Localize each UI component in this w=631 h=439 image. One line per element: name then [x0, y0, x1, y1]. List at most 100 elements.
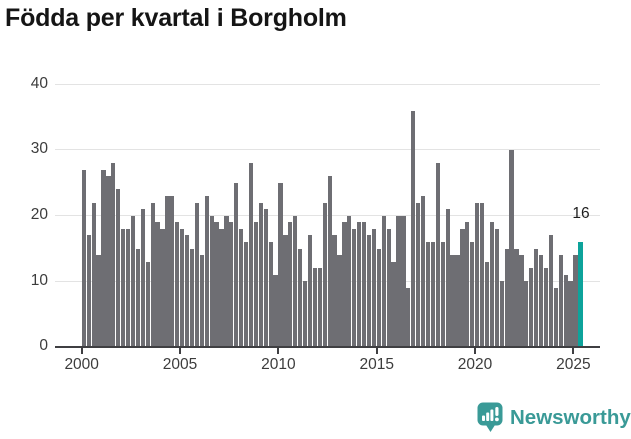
bar [145, 261, 150, 347]
bar [155, 222, 160, 347]
x-tick-label: 2000 [64, 356, 99, 373]
gridline [55, 280, 600, 282]
bar [524, 281, 529, 347]
x-tick-label: 2015 [359, 356, 394, 373]
y-tick-label: 40 [30, 74, 48, 92]
bar [140, 209, 145, 347]
bar [509, 150, 514, 347]
newsworthy-logo[interactable]: Newsworthy [477, 402, 631, 433]
y-tick-label: 20 [30, 205, 48, 223]
bar [332, 235, 337, 347]
bar [288, 222, 293, 347]
bar [130, 215, 136, 347]
gridline [55, 83, 600, 85]
bar [465, 222, 470, 347]
bar [307, 235, 313, 347]
bar [214, 222, 219, 347]
gridline [55, 214, 600, 216]
bar [558, 255, 563, 347]
bar [204, 196, 209, 347]
bar [312, 268, 318, 347]
bar [519, 255, 524, 347]
bar [504, 248, 509, 347]
bar [258, 202, 263, 347]
bar [293, 215, 298, 347]
bar [376, 248, 381, 347]
bar [337, 255, 342, 347]
bar [357, 222, 362, 347]
bar [253, 222, 259, 347]
bar [489, 222, 495, 347]
bar [317, 268, 322, 347]
bar [371, 228, 377, 347]
y-tick-label: 0 [39, 337, 48, 355]
x-tick [572, 347, 575, 354]
bar [538, 255, 544, 347]
plot-area [81, 84, 584, 347]
bar [165, 196, 170, 347]
bar [470, 241, 475, 347]
bar [455, 255, 460, 347]
bar [229, 222, 234, 347]
bar [243, 241, 249, 347]
bar [430, 241, 436, 347]
bar [96, 255, 101, 347]
bar [396, 215, 401, 347]
bar [184, 235, 190, 347]
bar [352, 228, 357, 347]
last-value-label: 16 [572, 205, 590, 222]
x-tick [474, 347, 477, 354]
x-axis-line [55, 345, 600, 348]
bar [548, 235, 554, 347]
x-tick [277, 347, 280, 354]
bar [268, 241, 273, 347]
bar [416, 202, 421, 347]
x-tick-label: 2010 [261, 356, 296, 373]
bar [534, 248, 539, 347]
bar [199, 255, 204, 347]
bar [479, 202, 485, 347]
bar [160, 228, 165, 347]
bar [553, 287, 558, 347]
bar [420, 196, 426, 347]
bar [322, 202, 327, 347]
bar [342, 222, 347, 347]
bar [116, 189, 121, 347]
bar [91, 202, 96, 347]
bar [219, 228, 224, 347]
bar [194, 202, 200, 347]
x-tick [179, 347, 182, 354]
bar [573, 255, 578, 347]
bar [278, 182, 283, 347]
bar [135, 248, 141, 347]
bar [445, 209, 450, 347]
x-tick-label: 2005 [162, 356, 198, 373]
x-tick [80, 347, 83, 354]
bar [460, 228, 465, 347]
x-tick-label: 2020 [457, 356, 493, 373]
bar [450, 255, 455, 347]
bar [263, 209, 268, 347]
bar [283, 235, 288, 347]
bar [440, 241, 445, 347]
bar [81, 169, 86, 347]
bar [106, 176, 111, 347]
bar [234, 182, 239, 347]
bar [425, 241, 431, 347]
bar [273, 274, 278, 347]
highlighted-bar [578, 241, 583, 347]
bar [401, 215, 406, 347]
bar [529, 268, 534, 347]
bar [543, 268, 549, 347]
bar [302, 281, 308, 347]
chart-title: Födda per kvartal i Borgholm [5, 4, 347, 32]
bar [475, 202, 480, 347]
newsworthy-brand-text: Newsworthy [510, 405, 631, 429]
x-tick-label: 2025 [556, 356, 591, 373]
bar [347, 215, 352, 347]
bar [499, 281, 504, 347]
bar [175, 222, 180, 347]
bar [239, 228, 244, 347]
bar [180, 228, 185, 347]
